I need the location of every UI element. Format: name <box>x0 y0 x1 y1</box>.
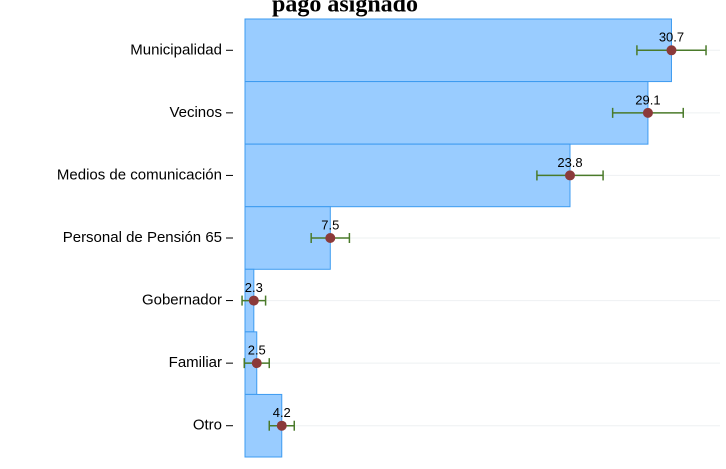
chart-title: pago asignado <box>272 0 418 18</box>
value-label: 29.1 <box>635 92 660 107</box>
bar <box>244 143 571 208</box>
y-tick-label: Gobernador <box>142 292 222 309</box>
y-tick-label: Medios de comunicación <box>57 166 222 183</box>
point <box>248 295 259 306</box>
point <box>642 107 653 118</box>
y-tick-label: Personal de Pensión 65 <box>63 229 222 246</box>
bar <box>244 81 649 145</box>
point <box>276 420 287 431</box>
point <box>565 170 575 181</box>
y-tick-label: Municipalidad <box>130 41 222 58</box>
value-label: 23.8 <box>557 155 582 170</box>
point <box>325 233 336 243</box>
y-tick-label: Otro <box>193 417 222 434</box>
bar <box>244 18 672 83</box>
point <box>666 45 677 56</box>
y-tick-label: Vecinos <box>169 104 222 121</box>
value-label: 30.7 <box>659 30 684 45</box>
point <box>251 358 262 369</box>
y-tick-label: Familiar <box>169 354 222 371</box>
value-label: 4.2 <box>273 405 291 420</box>
value-label: 7.5 <box>321 217 339 232</box>
value-label: 2.5 <box>248 343 266 358</box>
value-label: 2.3 <box>245 280 263 295</box>
